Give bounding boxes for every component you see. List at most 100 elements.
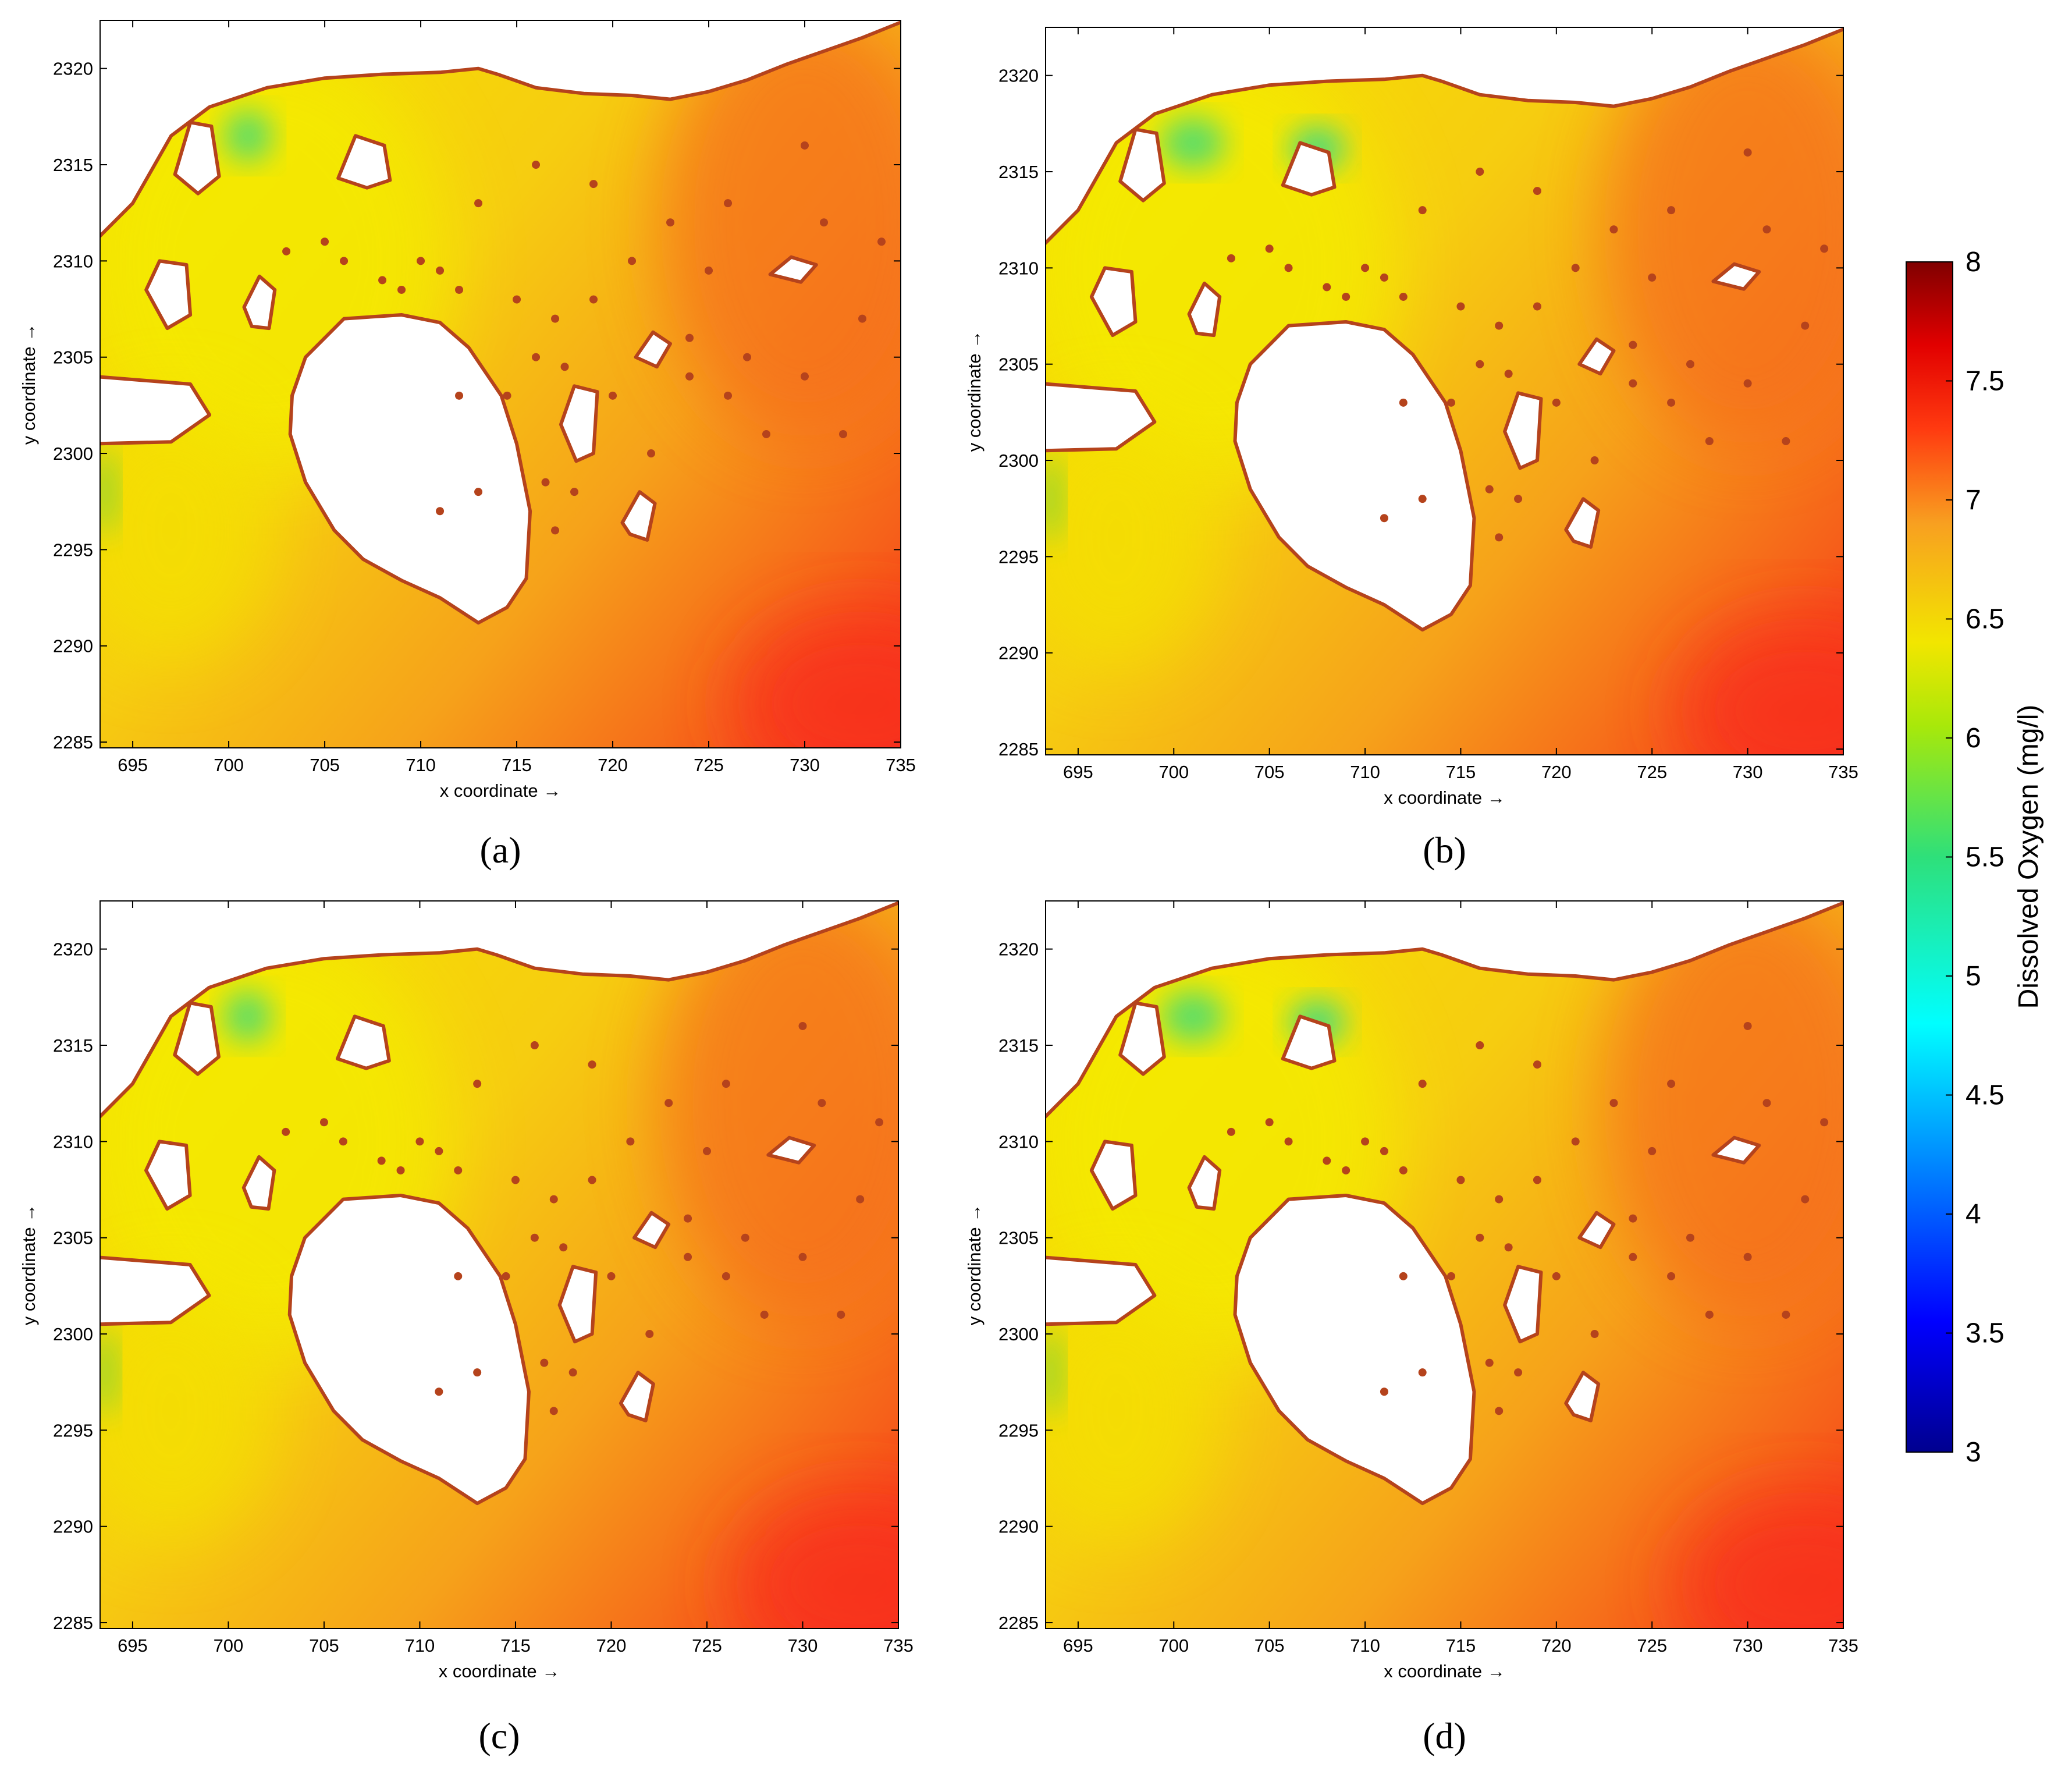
y-tick-label: 2300 [998,1324,1039,1344]
islet [1782,1310,1790,1319]
islet [743,353,752,361]
y-tick-label: 2290 [998,643,1039,663]
islet [1743,148,1752,157]
islet [1762,1099,1771,1108]
y-tick-label: 2315 [53,1035,93,1056]
axes-frame [99,900,899,1629]
colorbar-tick-label: 6 [1966,723,1981,754]
island [336,134,392,190]
x-tick-label: 735 [886,755,916,775]
islet [1495,321,1504,330]
islet [1801,1195,1810,1204]
y-tick-label: 2285 [53,1613,93,1633]
islet [1609,1099,1618,1108]
islet [1782,436,1790,445]
colorbar-label: Dissolved Oxygen (mg/l) [2013,705,2044,1009]
x-axis-label: x coordinate → [1384,1661,1505,1681]
x-tick-label: 730 [788,1635,818,1656]
islet [875,1118,884,1127]
y-tick-label: 2305 [53,347,93,368]
islet [455,391,464,400]
x-tick-label: 725 [694,755,724,775]
x-tick-label: 725 [1637,1635,1667,1656]
islet [1629,379,1637,388]
island [1187,281,1222,338]
islet [1380,273,1388,282]
islet [1361,1137,1370,1146]
islet [877,237,886,246]
islet [1342,1166,1350,1174]
central-island [287,1194,531,1506]
y-tick-label: 2295 [53,1420,93,1440]
island [634,330,672,369]
islet [551,314,560,323]
island [173,1001,221,1076]
islet [839,430,848,438]
colorbar-tick-label: 3.5 [1966,1318,2005,1349]
islet [282,1127,290,1136]
colorbar-tick-label: 4 [1966,1199,1981,1230]
axes-frame [99,20,901,748]
islet [396,1166,405,1174]
islet [798,1021,807,1030]
islet [1495,533,1504,542]
islet [1686,1233,1694,1242]
islet [1743,1252,1752,1261]
island [242,274,277,331]
islet [1265,1118,1274,1127]
islet [664,1099,673,1108]
colorbar-tick-label: 5.5 [1966,842,2005,873]
colorbar-tick-label: 8 [1966,247,1981,278]
islet [820,218,829,227]
islet [321,237,329,246]
islet [724,199,733,208]
islet [645,1330,654,1339]
islet [1533,1176,1541,1184]
islet [1380,514,1388,523]
x-tick-label: 735 [1828,1635,1858,1656]
islet [798,1252,807,1261]
islet [378,276,387,285]
x-tick-label: 730 [790,755,820,775]
panel-label: (b) [1423,829,1466,871]
x-tick-label: 715 [500,1635,531,1656]
colorbar-gradient [1906,261,1953,1453]
islet [1667,1080,1676,1088]
islet [1514,495,1523,503]
y-tick-label: 2300 [53,443,93,464]
islet [1399,1272,1408,1280]
islet [1552,398,1561,407]
islet [685,372,694,381]
islet [1743,379,1752,388]
islet [760,1310,769,1319]
islet [377,1156,386,1165]
islet [818,1099,826,1108]
x-tick-label: 710 [1350,762,1380,782]
islet [1667,206,1676,215]
islet [530,1233,539,1242]
island [336,1014,391,1070]
y-tick-label: 2310 [998,1131,1039,1152]
island [1711,262,1761,291]
islet [436,266,445,275]
y-tick-label: 2285 [998,1613,1039,1633]
islet [589,180,598,189]
islet [1743,1021,1752,1030]
islet [609,391,617,400]
islet [560,363,569,371]
colorbar-tick-label: 6.5 [1966,604,2005,635]
islet [628,257,637,265]
islet [1399,1166,1408,1174]
x-tick-label: 710 [405,1635,435,1656]
islet [1667,398,1676,407]
islet [1456,302,1465,311]
islet [1265,244,1274,253]
y-tick-label: 2310 [53,251,93,271]
y-tick-label: 2295 [998,1420,1039,1440]
islet [607,1272,616,1280]
islet [722,1080,730,1088]
island [1577,337,1616,376]
islet [741,1233,749,1242]
y-tick-label: 2305 [998,1228,1039,1248]
islet [454,1166,463,1174]
